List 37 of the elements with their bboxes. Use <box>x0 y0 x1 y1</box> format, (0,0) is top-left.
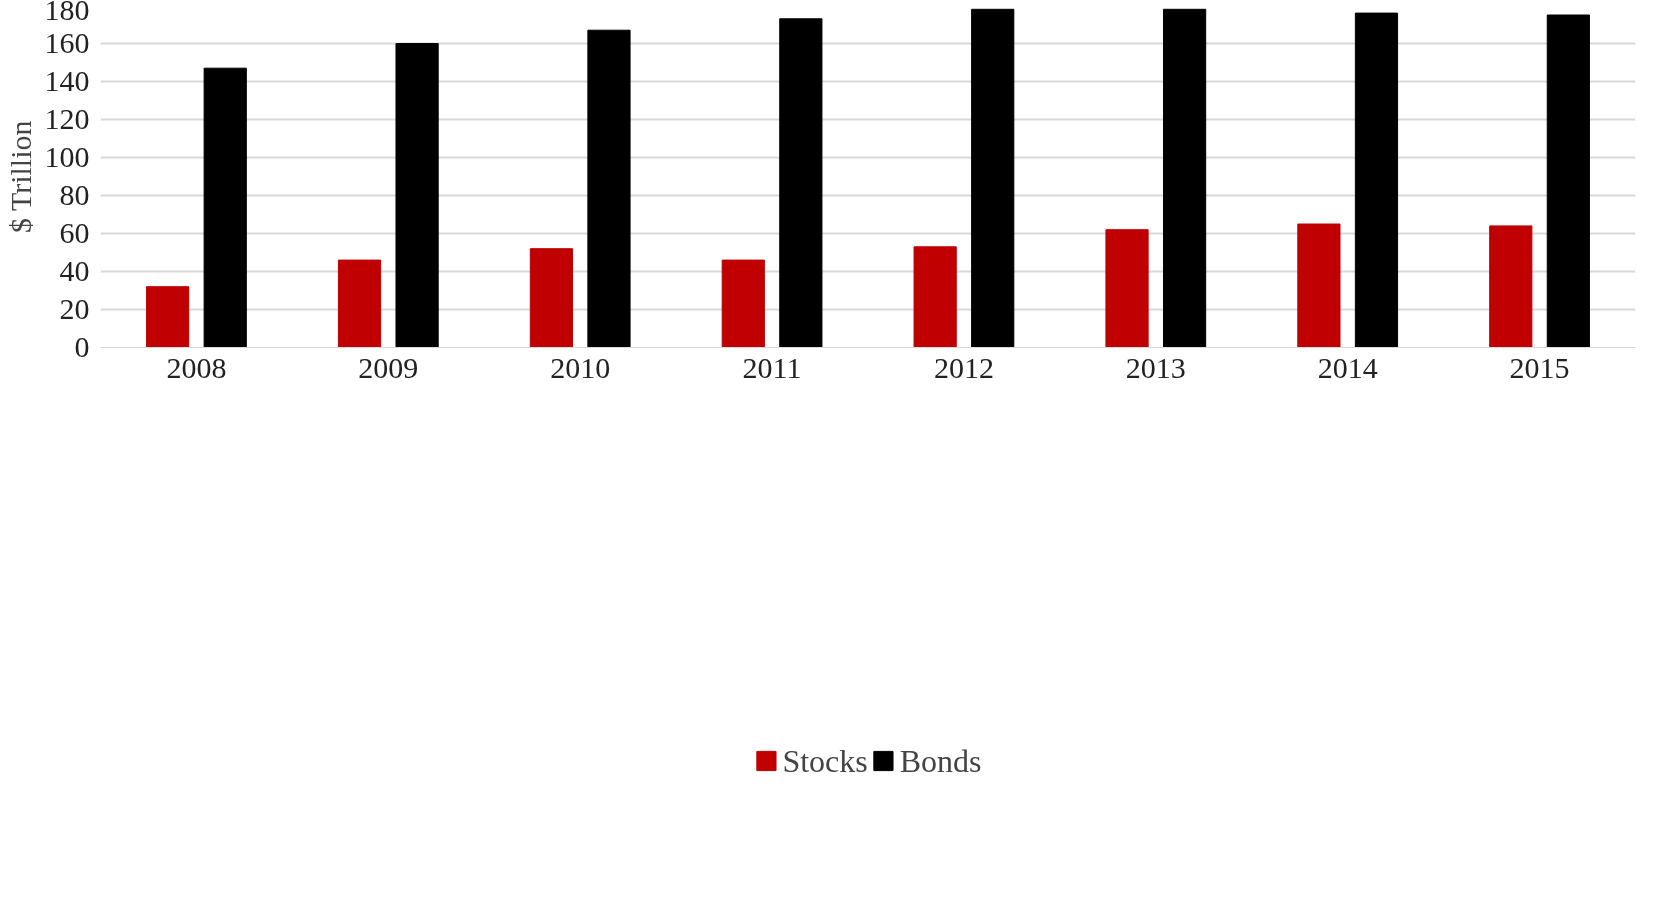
y-tick-label: 100 <box>44 140 90 173</box>
x-tick-label: 2008 <box>166 350 227 384</box>
x-tick-label: 2010 <box>550 350 611 384</box>
x-tick-label: 2015 <box>1509 350 1570 384</box>
bar <box>1297 223 1341 348</box>
y-tick-label: 160 <box>44 26 90 59</box>
bar <box>779 18 823 348</box>
bar <box>203 67 247 348</box>
bar <box>395 43 439 348</box>
y-tick-label: 0 <box>74 330 90 363</box>
x-tick-label: 2012 <box>933 350 994 384</box>
x-tick-label: 2014 <box>1317 350 1378 384</box>
y-tick-label: 60 <box>59 216 90 249</box>
y-tick-label: 120 <box>44 102 90 135</box>
bar <box>587 29 631 348</box>
y-tick-label: 80 <box>59 178 90 211</box>
x-tick-label: 2013 <box>1125 350 1186 384</box>
x-tick-label: 2009 <box>358 350 419 384</box>
x-tick-label: 2011 <box>742 350 802 384</box>
y-tick-label: 140 <box>44 64 90 97</box>
bar <box>971 8 1015 348</box>
bar <box>913 246 957 348</box>
legend-label: Stocks <box>782 742 868 780</box>
bar <box>1354 12 1399 348</box>
bar <box>146 286 190 348</box>
y-tick-label: 20 <box>59 292 90 325</box>
bar <box>721 259 765 348</box>
y-tick-label: 180 <box>44 0 90 26</box>
y-axis-title: $ Trillion <box>3 120 37 234</box>
bar <box>337 259 382 348</box>
bar <box>529 248 574 348</box>
legend-label: Bonds <box>899 742 982 780</box>
bar <box>1489 225 1533 348</box>
bar <box>1546 14 1590 348</box>
bar <box>1162 8 1207 348</box>
y-tick-label: 40 <box>59 254 90 287</box>
bar <box>1105 229 1149 348</box>
